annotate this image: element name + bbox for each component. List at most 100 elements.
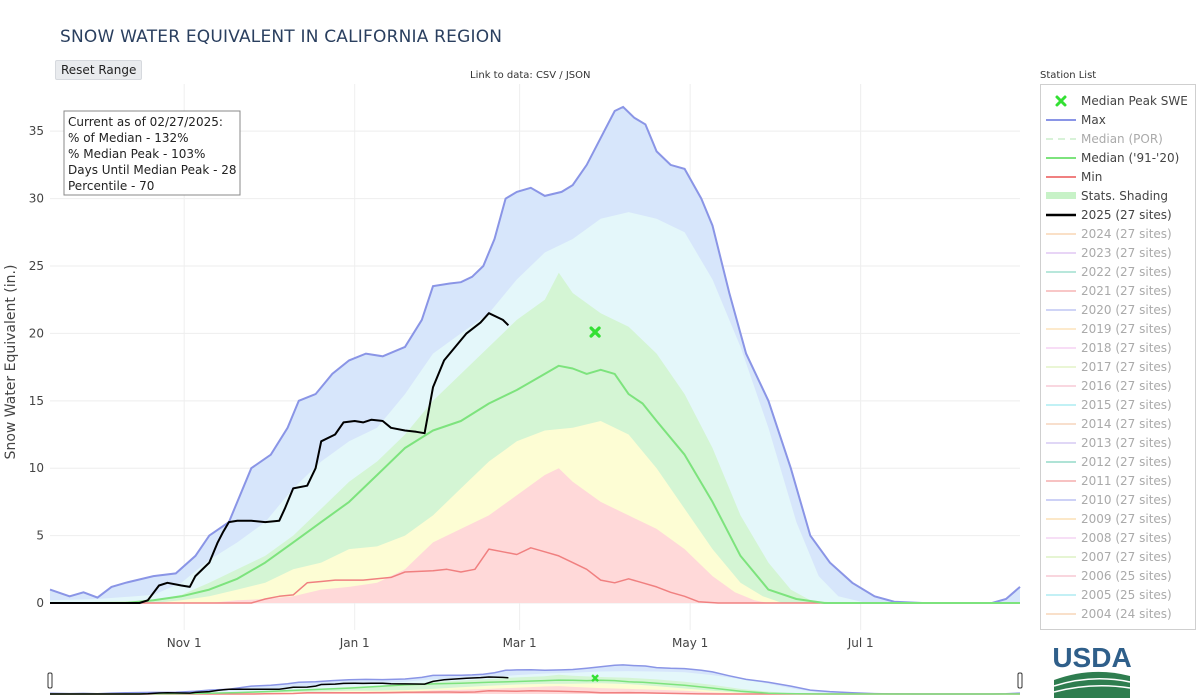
- legend-symbol-icon: [1046, 138, 1076, 140]
- range-slider[interactable]: [49, 664, 1021, 695]
- legend-item[interactable]: Median (POR): [1041, 129, 1195, 148]
- x-tick-label: Jul 1: [847, 636, 874, 650]
- series-2025-27-sites-: [50, 312, 510, 604]
- legend-label: 2014 (27 sites): [1081, 416, 1172, 431]
- legend-label: 2023 (27 sites): [1081, 245, 1172, 260]
- legend-symbol-icon: [1046, 157, 1076, 159]
- legend-label: Median Peak SWE: [1081, 93, 1188, 108]
- y-tick-label: 0: [36, 596, 44, 610]
- legend-label: 2011 (27 sites): [1081, 473, 1172, 488]
- usda-logo-field: [1054, 671, 1130, 698]
- annotation-line: Days Until Median Peak - 28: [68, 163, 237, 177]
- legend-label: 2021 (27 sites): [1081, 283, 1172, 298]
- legend-item[interactable]: 2020 (27 sites): [1041, 300, 1195, 319]
- legend-item[interactable]: 2005 (25 sites): [1041, 585, 1195, 604]
- range-handle-icon[interactable]: [1017, 672, 1023, 689]
- legend-item[interactable]: 2016 (27 sites): [1041, 376, 1195, 395]
- legend-symbol-icon: [1046, 518, 1076, 520]
- legend-symbol-icon: [1055, 95, 1067, 107]
- legend-label: Min: [1081, 169, 1103, 184]
- legend-label: 2010 (27 sites): [1081, 492, 1172, 507]
- range-series-line: [50, 690, 1020, 695]
- legend-symbol-icon: [1046, 192, 1076, 199]
- legend-item[interactable]: 2014 (27 sites): [1041, 414, 1195, 433]
- legend-symbol-icon: [1046, 575, 1076, 577]
- legend-symbol-icon: [1046, 613, 1076, 615]
- annotation-line: % of Median - 132%: [68, 131, 189, 145]
- series-min: [50, 547, 1020, 604]
- legend-label: 2008 (27 sites): [1081, 530, 1172, 545]
- range-handle-icon[interactable]: [47, 672, 53, 689]
- chart-canvas: 0 5 10 15 20 25 30 35 Nov 1 Jan 1 Mar 1 May 1 Jul 1 S…: [3, 84, 1023, 695]
- legend-item[interactable]: 2013 (27 sites): [1041, 433, 1195, 452]
- legend-label: 2013 (27 sites): [1081, 435, 1172, 450]
- legend-symbol-icon: [1046, 176, 1076, 178]
- legend-item[interactable]: 2012 (27 sites): [1041, 452, 1195, 471]
- legend-label: 2018 (27 sites): [1081, 340, 1172, 355]
- legend-item[interactable]: Max: [1041, 110, 1195, 129]
- legend-item[interactable]: 2008 (27 sites): [1041, 528, 1195, 547]
- legend-item[interactable]: 2023 (27 sites): [1041, 243, 1195, 262]
- legend-symbol-icon: [1046, 423, 1076, 425]
- legend-item[interactable]: 2007 (27 sites): [1041, 547, 1195, 566]
- legend-item[interactable]: Min: [1041, 167, 1195, 186]
- legend-label: 2006 (25 sites): [1081, 568, 1172, 583]
- legend-item[interactable]: 2017 (27 sites): [1041, 357, 1195, 376]
- legend-item[interactable]: 2018 (27 sites): [1041, 338, 1195, 357]
- y-tick-label: 25: [29, 259, 44, 273]
- legend-item[interactable]: 2004 (24 sites): [1041, 604, 1195, 623]
- legend-item[interactable]: Median Peak SWE: [1041, 91, 1195, 110]
- y-axis-label: Snow Water Equivalent (in.): [3, 265, 19, 460]
- legend-item[interactable]: 2009 (27 sites): [1041, 509, 1195, 528]
- chart-title: SNOW WATER EQUIVALENT IN CALIFORNIA REGI…: [60, 27, 503, 47]
- plot-area: [49, 84, 1021, 630]
- legend-item[interactable]: 2024 (27 sites): [1041, 224, 1195, 243]
- x-tick-label: Nov 1: [167, 636, 202, 650]
- legend-label: 2009 (27 sites): [1081, 511, 1172, 526]
- legend-item[interactable]: 2021 (27 sites): [1041, 281, 1195, 300]
- annotation-line: % Median Peak - 103%: [68, 147, 205, 161]
- legend-symbol-icon: [1046, 233, 1076, 235]
- station-list-link[interactable]: Station List: [1040, 70, 1097, 81]
- legend-label: Median ('91-'20): [1081, 150, 1180, 165]
- legend-symbol-icon: [1046, 271, 1076, 273]
- legend-item[interactable]: 2010 (27 sites): [1041, 490, 1195, 509]
- y-tick-label: 5: [36, 529, 44, 543]
- status-annotation: Current as of 02/27/2025: % of Median - 1…: [63, 110, 241, 196]
- legend-symbol-icon: [1046, 385, 1076, 387]
- legend-symbol-icon: [1046, 499, 1076, 501]
- x-tick-label: May 1: [672, 636, 708, 650]
- legend-label: 2007 (27 sites): [1081, 549, 1172, 564]
- data-link[interactable]: Link to data: CSV / JSON: [470, 70, 591, 81]
- legend-label: 2025 (27 sites): [1081, 207, 1172, 222]
- legend-symbol-icon: [1046, 119, 1076, 121]
- usda-logo-text: USDA: [1052, 642, 1131, 673]
- legend-item[interactable]: 2015 (27 sites): [1041, 395, 1195, 414]
- legend-item[interactable]: Stats. Shading: [1041, 186, 1195, 205]
- legend-symbol-icon: [1046, 309, 1076, 311]
- legend-label: Stats. Shading: [1081, 188, 1169, 203]
- band-p10: [50, 468, 1020, 603]
- legend-label: 2017 (27 sites): [1081, 359, 1172, 374]
- legend-symbol-icon: [1046, 404, 1076, 406]
- legend-symbol-icon: [1046, 461, 1076, 463]
- legend-item[interactable]: Median ('91-'20): [1041, 148, 1195, 167]
- reset-range-button[interactable]: Reset Range: [55, 60, 143, 80]
- series-median-91-20-: [50, 364, 1020, 604]
- legend-item[interactable]: 2006 (25 sites): [1041, 566, 1195, 585]
- legend-label: 2016 (27 sites): [1081, 378, 1172, 393]
- legend-label: 2019 (27 sites): [1081, 321, 1172, 336]
- legend-item[interactable]: 2025 (27 sites): [1041, 205, 1195, 224]
- legend-symbol-icon: [1046, 213, 1076, 217]
- legend-symbol-icon: [1046, 328, 1076, 330]
- legend-item[interactable]: 2011 (27 sites): [1041, 471, 1195, 490]
- legend-label: 2024 (27 sites): [1081, 226, 1172, 241]
- legend-item[interactable]: 2019 (27 sites): [1041, 319, 1195, 338]
- range-marker: [591, 674, 599, 682]
- annotation-line: Percentile - 70: [68, 179, 154, 193]
- legend-label: 2012 (27 sites): [1081, 454, 1172, 469]
- legend-symbol-icon: [1046, 347, 1076, 349]
- legend-label: 2005 (25 sites): [1081, 587, 1172, 602]
- legend-symbol-icon: [1046, 556, 1076, 558]
- legend-item[interactable]: 2022 (27 sites): [1041, 262, 1195, 281]
